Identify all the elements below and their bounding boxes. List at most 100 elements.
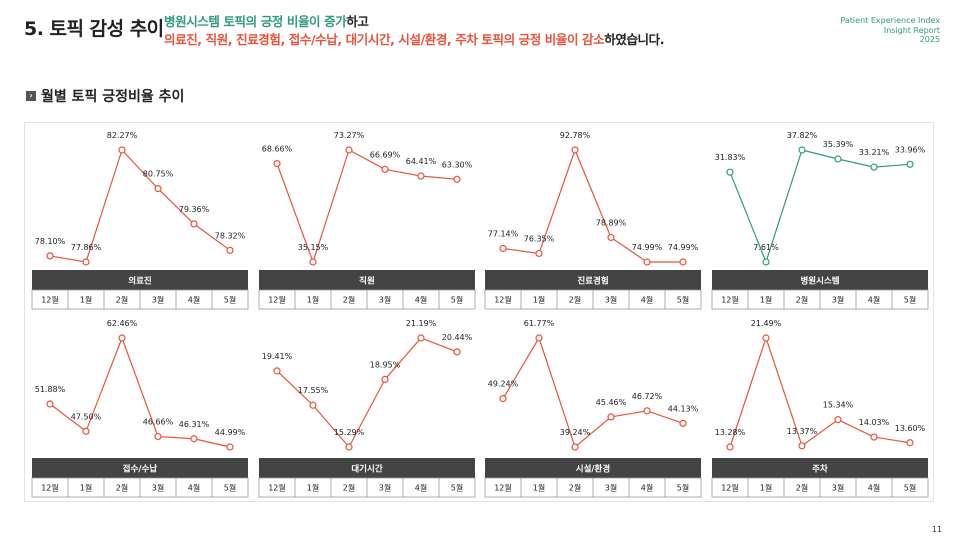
series-line [49, 336, 231, 448]
data-label: 13.60% [895, 424, 926, 433]
data-point [273, 159, 281, 168]
month-label: 12월 [494, 295, 512, 305]
data-point [46, 400, 54, 408]
data-point [82, 258, 90, 266]
data-label: 74.99% [668, 243, 699, 252]
data-point [607, 233, 615, 242]
data-label: 63.30% [442, 160, 473, 169]
data-label: 35.15% [298, 243, 329, 252]
data-label: 47.50% [71, 412, 102, 421]
headline-line2-suffix: 하였습니다. [604, 32, 665, 47]
chart-title-bar [712, 458, 928, 478]
month-label: 3월 [379, 483, 391, 493]
data-point [345, 443, 353, 451]
data-point [834, 155, 842, 163]
chart-5: 51.88% 47.50% 62.46% 46.66% 46.31% 44.99% 접수/수… [31, 319, 249, 498]
data-label: 21.49% [751, 319, 782, 328]
data-label: 62.46% [107, 319, 138, 328]
data-label: 64.41% [406, 157, 437, 166]
series-line [276, 149, 458, 264]
headline: 병원시스템 토픽의 긍정 비율이 증가하고 의료진, 직원, 진료경험, 접수/… [164, 13, 665, 49]
data-label: 77.14% [488, 229, 519, 238]
headline-line1-suffix: 하고 [346, 14, 369, 29]
month-label: 12월 [721, 483, 739, 493]
data-point [381, 375, 389, 383]
data-point [499, 244, 507, 253]
headline-line-1: 병원시스템 토픽의 긍정 비율이 증가하고 [164, 13, 664, 31]
data-label: 21.19% [406, 319, 437, 328]
month-label: 1월 [760, 295, 772, 305]
data-point [726, 443, 734, 451]
data-label: 46.72% [632, 392, 663, 401]
month-label: 5월 [451, 295, 463, 305]
data-point [273, 367, 281, 375]
month-label: 3월 [832, 295, 844, 305]
chart-title-bar [485, 458, 701, 478]
data-point [906, 160, 914, 168]
data-label: 45.46% [596, 398, 627, 407]
month-label: 5월 [677, 295, 689, 305]
month-label: 12월 [41, 483, 59, 493]
chart-title-bar [485, 270, 701, 290]
chart-title: 진료경험 [577, 276, 608, 287]
data-label: 82.27% [107, 131, 138, 140]
data-label: 13.28% [715, 428, 746, 437]
data-label: 77.86% [71, 243, 102, 252]
data-point [190, 220, 198, 228]
data-label: 19.41% [262, 352, 293, 361]
month-label: 12월 [721, 295, 739, 305]
data-point [226, 246, 234, 254]
data-label: 76.35% [524, 234, 555, 243]
month-label: 2월 [343, 295, 355, 305]
data-point [679, 258, 687, 266]
month-label: 5월 [224, 483, 236, 493]
data-point [607, 413, 615, 421]
data-point [154, 185, 162, 193]
month-label: 4월 [641, 295, 653, 305]
data-label: 51.88% [35, 385, 66, 394]
data-point [643, 258, 651, 266]
month-label: 12월 [268, 295, 286, 305]
chart-title: 주차 [812, 464, 828, 475]
brand-line-1: Patient Experience Index [840, 16, 940, 25]
data-label: 37.82% [787, 131, 818, 140]
month-label: 3월 [605, 295, 617, 305]
chart-1: 78.10% 77.86% 82.27% 80.75% 79.36% 78.32% 의료진 1… [31, 131, 249, 310]
data-label: 18.95% [370, 360, 401, 369]
data-label: 31.83% [715, 153, 746, 162]
data-label: 44.13% [668, 404, 699, 413]
data-label: 17.55% [298, 386, 329, 395]
data-label: 78.10% [35, 237, 66, 246]
chart-2: 68.66% 35.15% 73.27% 66.69% 64.41% 63.30% 직원 12… [258, 131, 476, 310]
series-line [276, 337, 458, 449]
data-label: 73.27% [334, 131, 365, 140]
data-point [345, 146, 353, 154]
chart-title: 의료진 [128, 276, 152, 287]
data-point [798, 442, 806, 450]
series-line [49, 148, 231, 263]
data-point [834, 416, 842, 424]
data-label: 74.99% [632, 243, 663, 252]
chart-title-bar [259, 270, 475, 290]
month-label: 2월 [116, 483, 128, 493]
month-label: 2월 [569, 483, 581, 493]
data-point [679, 419, 687, 427]
section-title: 월별 토픽 긍정비율 추이 [41, 89, 185, 105]
month-label: 4월 [641, 483, 653, 493]
data-point [190, 435, 198, 443]
series-line [729, 336, 911, 448]
data-label: 20.44% [442, 333, 473, 342]
chart-3: 77.14% 76.35% 92.78% 78.89% 74.99% 74.99% 진료경험… [484, 131, 702, 310]
month-label: 1월 [80, 483, 92, 493]
headline-increase-text: 병원시스템 토픽의 긍정 비율이 증가 [164, 14, 347, 29]
month-label: 5월 [904, 295, 916, 305]
month-label: 4월 [188, 295, 200, 305]
data-label: 33.21% [859, 148, 890, 157]
data-point [154, 432, 162, 441]
chart-title: 병원시스템 [800, 276, 839, 287]
data-label: 61.77% [524, 319, 555, 328]
page-number: 11 [931, 525, 942, 534]
data-point [870, 163, 878, 171]
month-label: 3월 [605, 483, 617, 493]
month-label: 4월 [188, 483, 200, 493]
